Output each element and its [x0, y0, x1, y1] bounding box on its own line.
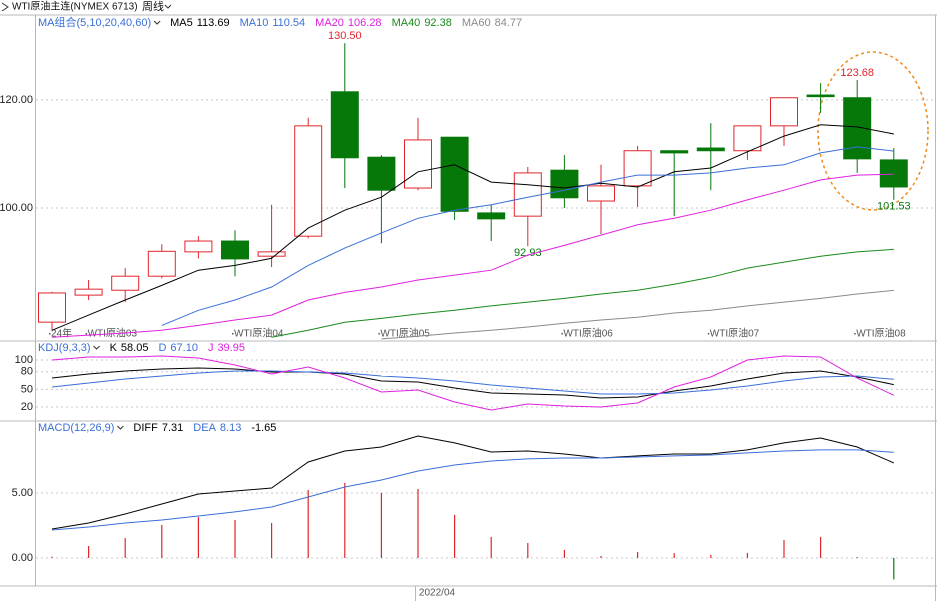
- legend-caret[interactable]: [153, 20, 161, 25]
- legend-name: D: [158, 342, 166, 354]
- x-tick-label: WTI原油05: [380, 327, 430, 340]
- back-icon[interactable]: [1, 2, 9, 12]
- legend-value: 67.10: [170, 342, 198, 354]
- x-tick: [49, 333, 51, 335]
- legend-name: MA60: [462, 17, 491, 29]
- legend-name: J: [208, 342, 214, 354]
- candle-body: [111, 275, 140, 291]
- legend-name: DIFF: [133, 422, 158, 434]
- candle-body: [513, 172, 542, 217]
- candle-body: [806, 94, 835, 98]
- instrument-title: WTI原油主连(NYMEX 6713): [12, 0, 138, 13]
- legend-value: 58.05: [121, 342, 149, 354]
- candle-body: [367, 156, 396, 191]
- series-line: [51, 367, 894, 399]
- candle-body: [184, 240, 213, 253]
- legend-value: 110.54: [272, 17, 305, 29]
- low-label: 101.53: [877, 201, 911, 213]
- series-line: [51, 449, 894, 531]
- candle-body: [550, 169, 579, 199]
- legend-value: 106.28: [348, 17, 382, 29]
- legend-caret[interactable]: [117, 425, 124, 430]
- legend-value: 84.77: [495, 17, 523, 29]
- y-tick-label: 100.00: [0, 202, 33, 214]
- legend-value: 7.31: [162, 422, 183, 434]
- candle-body: [257, 251, 286, 257]
- x-tick: [561, 333, 563, 335]
- legend-name: DEA: [193, 422, 216, 434]
- legend-name: K: [110, 342, 118, 354]
- legend-title[interactable]: MA组合(5,10,20,40,60): [38, 15, 151, 29]
- x-tick-label: WTI原油06: [563, 327, 613, 340]
- x-tick-label: WTI原油03: [88, 327, 138, 340]
- candle-body: [147, 250, 176, 277]
- legend-caret[interactable]: [93, 345, 100, 350]
- high-label: 123.68: [840, 67, 874, 79]
- legend-value: 113.69: [197, 17, 230, 29]
- legend-title[interactable]: MACD(12,26,9): [38, 422, 114, 434]
- candle-body: [660, 150, 689, 154]
- x-tick-label: WTI原油07: [710, 327, 760, 340]
- y-tick-label: 50: [21, 383, 33, 395]
- legend-value: 8.13: [220, 422, 241, 434]
- period-selector[interactable]: 周线: [142, 0, 164, 13]
- x-tick: [232, 333, 234, 335]
- y-tick-label: 5.00: [12, 487, 33, 499]
- candle-body: [770, 97, 798, 127]
- candle-body: [294, 125, 323, 237]
- series-line: [381, 289, 894, 340]
- y-tick-label: 100: [15, 354, 33, 366]
- series-line: [51, 355, 895, 411]
- x-tick: [85, 333, 88, 335]
- candle-body: [696, 147, 725, 152]
- candle-body: [221, 240, 249, 260]
- y-tick-label: 80: [21, 366, 33, 378]
- candle-body: [477, 212, 506, 220]
- series-line: [51, 435, 894, 530]
- series-line: [51, 124, 894, 331]
- legend-name: MA5: [170, 17, 193, 29]
- candle-body: [587, 185, 615, 202]
- x-tick: [854, 333, 856, 335]
- series-line: [161, 146, 894, 326]
- y-tick-label: 120.00: [0, 94, 33, 106]
- y-tick-label: 20: [21, 401, 33, 413]
- y-tick-label: 0.00: [12, 552, 33, 564]
- high-label: 130.50: [328, 30, 362, 42]
- series-line: [51, 173, 894, 338]
- highlight-ellipse: [817, 51, 929, 211]
- x-tick-label: 24年: [51, 327, 72, 340]
- x-axis-date: 2022/04: [419, 588, 456, 599]
- candle-body: [74, 288, 103, 296]
- candle-body: [404, 139, 432, 189]
- x-tick: [378, 333, 380, 335]
- x-tick-label: WTI原油08: [856, 327, 906, 340]
- candle-body: [623, 150, 652, 187]
- legend-name: MA20: [315, 17, 344, 29]
- legend-value: 39.95: [217, 342, 245, 354]
- x-tick: [707, 333, 710, 335]
- dropdown-caret[interactable]: [164, 4, 172, 9]
- x-tick-label: WTI原油04: [234, 327, 284, 340]
- series-line: [271, 248, 894, 338]
- legend-value: -1.65: [251, 422, 276, 434]
- candle-body: [330, 91, 359, 159]
- candle-body: [38, 292, 66, 323]
- series-line: [51, 370, 894, 395]
- candle-body: [733, 125, 762, 152]
- legend-name: MA10: [240, 17, 269, 29]
- candle-body: [440, 136, 469, 212]
- legend-title[interactable]: KDJ(9,3,3): [38, 342, 91, 354]
- low-label: 92.93: [514, 247, 542, 259]
- legend-value: 92.38: [424, 17, 452, 29]
- candle-body: [879, 159, 908, 188]
- legend-name: MA40: [392, 17, 421, 29]
